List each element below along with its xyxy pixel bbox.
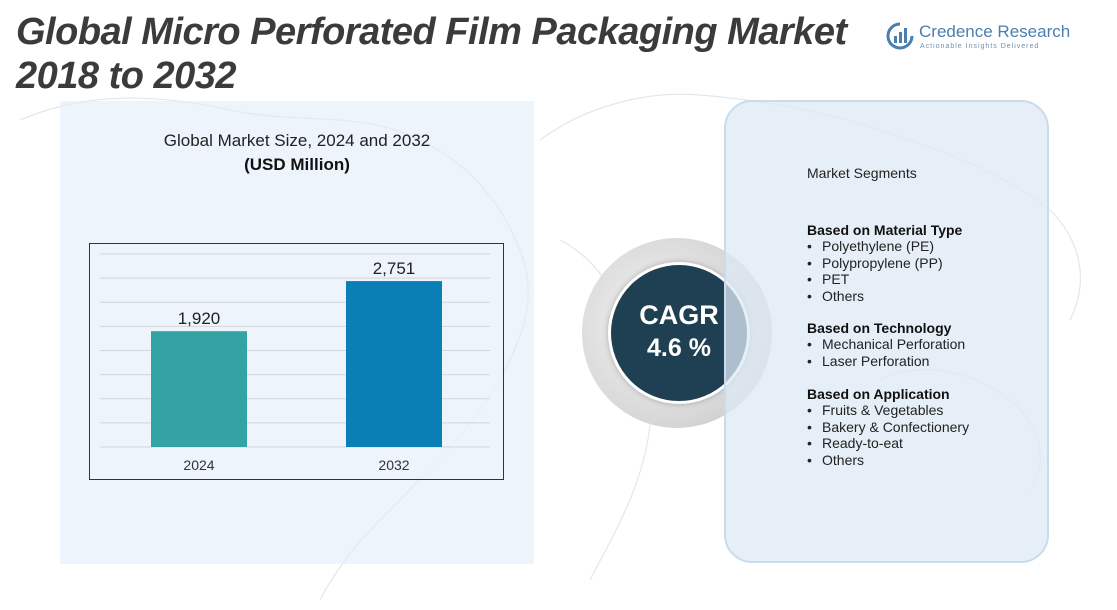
bar-2032: [346, 281, 442, 447]
segment-item: Polyethylene (PE): [807, 238, 962, 255]
segment-heading: Based on Application: [807, 386, 950, 402]
chart-title: Global Market Size, 2024 and 2032: [163, 131, 431, 150]
segment-item: Polypropylene (PP): [807, 255, 962, 272]
segment-list: Polyethylene (PE) Polypropylene (PP) PET…: [807, 238, 962, 304]
segment-item: Laser Perforation: [807, 353, 965, 370]
segment-item: Fruits & Vegetables: [807, 402, 969, 419]
cagr-value: 4.6 %: [647, 334, 711, 362]
segment-item: Others: [807, 288, 962, 305]
chart-subtitle: (USD Million): [244, 155, 350, 174]
brand-logo: Credence Research Actionable Insights De…: [886, 20, 1086, 56]
segment-group-application: Based on Application Fruits & Vegetables…: [807, 386, 969, 468]
data-label-2024: 1,920: [178, 309, 221, 328]
segment-item: Bakery & Confectionery: [807, 419, 969, 436]
segments-panel: [724, 100, 1049, 563]
segment-item: Ready-to-eat: [807, 435, 969, 452]
segment-group-technology: Based on Technology Mechanical Perforati…: [807, 320, 965, 369]
segment-group-material-type: Based on Material Type Polyethylene (PE)…: [807, 222, 962, 304]
page-title: Global Micro Perforated Film Packaging M…: [16, 11, 847, 97]
data-label-2032: 2,751: [373, 259, 416, 278]
bar-chart: 1,920 2024 2,751 2032: [89, 243, 504, 480]
logo-icon: [886, 22, 914, 50]
segment-heading: Based on Material Type: [807, 222, 963, 238]
logo-tagline: Actionable Insights Delivered: [920, 43, 1040, 50]
segment-item: Mechanical Perforation: [807, 336, 965, 353]
segments-title: Market Segments: [807, 165, 917, 181]
x-tick-label-2032: 2032: [378, 457, 409, 473]
bar-chart-svg: 1,920 2024 2,751 2032: [100, 253, 490, 473]
logo-name: Credence Research: [919, 22, 1071, 41]
cagr-label: CAGR: [639, 300, 719, 330]
segment-list: Fruits & Vegetables Bakery & Confectione…: [807, 402, 969, 468]
bar-2024: [151, 331, 247, 447]
segment-list: Mechanical Perforation Laser Perforation: [807, 336, 965, 369]
x-tick-label-2024: 2024: [183, 457, 214, 473]
segment-item: PET: [807, 271, 962, 288]
segment-heading: Based on Technology: [807, 320, 952, 336]
segment-item: Others: [807, 452, 969, 469]
